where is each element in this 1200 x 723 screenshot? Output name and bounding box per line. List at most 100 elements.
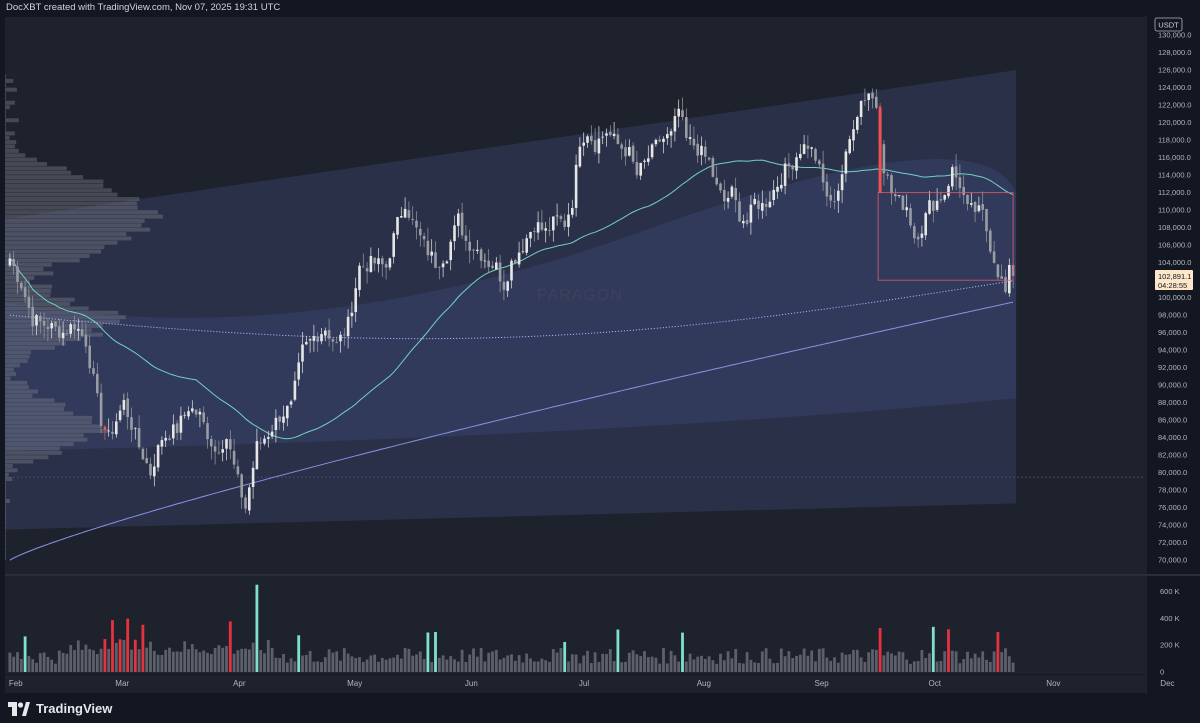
volume-bar bbox=[23, 636, 27, 672]
volume-bar bbox=[285, 662, 289, 672]
candle-body bbox=[924, 213, 927, 236]
price-tick-label: 92,000.0 bbox=[1158, 363, 1187, 372]
candle-body bbox=[320, 334, 323, 342]
profile-bar bbox=[5, 547, 6, 552]
volume-bar bbox=[909, 663, 912, 672]
candle-body bbox=[468, 241, 471, 251]
profile-bar bbox=[5, 472, 9, 477]
volume-bar bbox=[152, 650, 156, 672]
volume-axis[interactable]: 600 K 400 K 200 K 0 bbox=[1160, 587, 1180, 677]
tradingview-logo[interactable]: TradingView bbox=[8, 701, 112, 716]
volume-bar bbox=[107, 648, 111, 672]
volume-bar bbox=[202, 650, 206, 672]
volume-bar bbox=[403, 647, 407, 672]
time-axis-bg[interactable] bbox=[5, 675, 1145, 693]
volume-bar bbox=[814, 661, 817, 672]
candle-body bbox=[289, 401, 293, 405]
profile-bar bbox=[5, 468, 18, 473]
currency-badge[interactable]: USDT bbox=[1154, 17, 1183, 32]
volume-bar bbox=[361, 661, 365, 672]
candle-body bbox=[859, 101, 863, 117]
profile-bar bbox=[5, 140, 17, 145]
profile-bar bbox=[5, 258, 80, 263]
volume-bar bbox=[282, 654, 285, 672]
candlesticks[interactable] bbox=[8, 88, 1015, 515]
candle-body bbox=[951, 167, 954, 187]
volume-bar bbox=[126, 618, 130, 672]
candle-body bbox=[833, 201, 836, 203]
candle-body bbox=[50, 323, 53, 329]
profile-bar bbox=[5, 188, 112, 193]
volume-bar bbox=[396, 654, 399, 672]
volume-bar bbox=[574, 654, 578, 672]
profile-bar bbox=[5, 341, 66, 346]
price-axis[interactable]: 130,000.0 128,000.0 126,000.0 124,000.0 122,… bbox=[1158, 31, 1191, 565]
volume-bar bbox=[988, 661, 992, 672]
volume-bar bbox=[783, 656, 787, 672]
candle-body bbox=[472, 249, 475, 251]
candle-body bbox=[77, 328, 80, 331]
volume-bar bbox=[848, 654, 852, 672]
profile-bar bbox=[5, 437, 88, 442]
volume-bar bbox=[114, 642, 118, 672]
volume-bar bbox=[1007, 656, 1011, 672]
price-tick-label: 86,000.0 bbox=[1158, 416, 1187, 425]
candle-body bbox=[236, 466, 240, 475]
price-tick-label: 130,000.0 bbox=[1158, 31, 1191, 40]
volume-bar bbox=[297, 635, 301, 672]
volume-bar bbox=[734, 649, 738, 672]
candle-body bbox=[213, 446, 217, 452]
volume-bar bbox=[578, 663, 582, 672]
candle-body bbox=[411, 219, 414, 221]
volume-bar bbox=[943, 651, 947, 672]
candle-body bbox=[403, 208, 407, 218]
volume-bar bbox=[768, 658, 772, 672]
candle-body bbox=[495, 262, 498, 270]
price-tick-label: 72,000.0 bbox=[1158, 538, 1187, 547]
candle-body bbox=[498, 262, 502, 282]
volume-bar bbox=[958, 663, 962, 672]
volume-bar bbox=[985, 659, 988, 672]
candle-body bbox=[753, 198, 756, 205]
candle-body bbox=[156, 445, 160, 468]
candle-body bbox=[639, 162, 642, 176]
chart-area[interactable]: PARAGON 130,000.0 128,000.0 126,000.0 124,0… bbox=[0, 16, 1200, 694]
candle-body bbox=[312, 336, 316, 341]
candle-body bbox=[65, 333, 69, 335]
candle-body bbox=[107, 430, 110, 432]
time-axis[interactable]: Feb Mar Apr May Jun Jul Aug Sep Oct Nov Dec bbox=[9, 679, 1175, 688]
volume-bar bbox=[681, 632, 684, 672]
volume-bar bbox=[631, 650, 635, 672]
candle-body bbox=[711, 158, 715, 177]
candle-body bbox=[46, 326, 50, 330]
month-label: Jun bbox=[465, 679, 478, 688]
price-tick-label: 116,000.0 bbox=[1158, 153, 1191, 162]
candle-body bbox=[206, 423, 209, 440]
profile-bar bbox=[5, 512, 6, 517]
volume-bar bbox=[69, 645, 73, 672]
volume-bar bbox=[137, 649, 141, 672]
profile-bar bbox=[5, 170, 72, 175]
candle-body bbox=[559, 216, 563, 219]
month-label: Nov bbox=[1046, 679, 1060, 688]
candle-body bbox=[187, 411, 190, 417]
volume-bar bbox=[840, 652, 844, 672]
candle-body bbox=[255, 441, 259, 470]
profile-bar bbox=[5, 148, 19, 153]
profile-bar bbox=[5, 407, 65, 412]
candle-body bbox=[92, 368, 95, 374]
volume-bar bbox=[829, 660, 833, 672]
volume-bar bbox=[1004, 648, 1007, 672]
candle-body bbox=[654, 139, 658, 145]
profile-bar bbox=[5, 477, 13, 482]
volume-bar bbox=[304, 654, 308, 672]
volume-bar bbox=[301, 655, 304, 672]
profile-bar bbox=[5, 323, 103, 328]
price-tick-label: 100,000.0 bbox=[1158, 293, 1191, 302]
volume-bar bbox=[939, 660, 943, 672]
candle-body bbox=[179, 415, 183, 433]
candle-body bbox=[221, 449, 224, 453]
candle-body bbox=[331, 339, 335, 342]
volume-bar bbox=[570, 654, 574, 672]
volume-bar bbox=[365, 659, 369, 672]
